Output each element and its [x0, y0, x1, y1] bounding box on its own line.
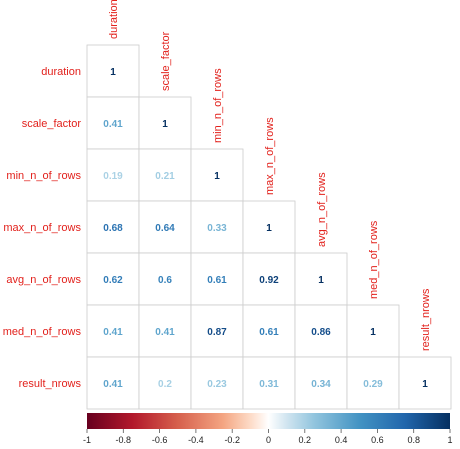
coefficient-label: 0.41: [103, 119, 123, 130]
coefficient-label: 1: [266, 223, 272, 234]
coefficient-label: 0.41: [155, 327, 175, 338]
row-label: duration: [41, 66, 81, 78]
colorbar-tick-label: -1: [83, 435, 91, 445]
colorbar-tick-label: 0: [266, 435, 271, 445]
matrix-cell: [294, 252, 348, 306]
matrix-cell: [86, 96, 140, 150]
coefficient-label: 0.61: [259, 327, 279, 338]
matrix-cell: [138, 200, 192, 254]
coefficient-label: 0.62: [103, 275, 123, 286]
matrix-cell: [86, 304, 140, 358]
coefficient-label: 0.92: [259, 275, 279, 286]
colorbar-tick-label: -0.8: [116, 435, 132, 445]
coefficient-label: 0.31: [259, 379, 279, 390]
row-label: max_n_of_rows: [3, 222, 81, 234]
colorbar-tick-label: -0.4: [188, 435, 204, 445]
coefficient-label: 1: [422, 379, 428, 390]
row-label: med_n_of_rows: [3, 326, 82, 338]
matrix-cell: [346, 356, 400, 410]
colorbar-tick-label: 0.2: [299, 435, 312, 445]
coefficient-label: 0.34: [311, 379, 331, 390]
row-label: min_n_of_rows: [6, 170, 81, 182]
coefficient-label: 1: [370, 327, 376, 338]
coefficient-label: 0.21: [155, 171, 175, 182]
colorbar-tick-label: 0.6: [371, 435, 384, 445]
matrix-cell: [86, 356, 140, 410]
colorbar-gradient: [87, 413, 450, 429]
row-label: avg_n_of_rows: [6, 274, 81, 286]
colorbar-ticks: -1 -0.8 -0.6 -0.4 -0.2 0 0.2 0.4 0.6 0.8 1: [83, 429, 453, 445]
colorbar-tick-label: 0.8: [407, 435, 420, 445]
cell-grid: [86, 44, 452, 410]
row-label: scale_factor: [22, 118, 82, 130]
matrix-cell: [138, 252, 192, 306]
coefficient-label: 0.86: [311, 327, 331, 338]
column-label: avg_n_of_rows: [316, 172, 328, 247]
matrix-cell: [138, 96, 192, 150]
column-labels: duration scale_factor min_n_of_rows max_n_o…: [108, 0, 432, 351]
column-label: min_n_of_rows: [212, 68, 224, 143]
coefficient-label: 1: [110, 67, 116, 78]
colorbar-tick-label: -0.6: [152, 435, 168, 445]
matrix-cell: [242, 252, 296, 306]
coefficient-label: 0.29: [363, 379, 383, 390]
coefficient-label: 0.41: [103, 379, 123, 390]
coefficient-label: 1: [214, 171, 220, 182]
coefficient-label: 1: [162, 119, 168, 130]
coefficient-label: 0.41: [103, 327, 123, 338]
matrix-cell: [398, 356, 452, 410]
coefficient-label: 0.19: [103, 171, 123, 182]
matrix-cell: [138, 304, 192, 358]
matrix-cell: [138, 356, 192, 410]
row-label: result_nrows: [19, 378, 82, 390]
coefficient-label: 0.6: [158, 275, 172, 286]
column-label: scale_factor: [160, 31, 172, 91]
matrix-cell: [242, 200, 296, 254]
colorbar-tick-label: 0.4: [335, 435, 348, 445]
column-label: med_n_of_rows: [368, 220, 380, 299]
coefficient-label: 0.2: [158, 379, 172, 390]
coefficient-label: 0.87: [207, 327, 227, 338]
coefficient-label: 0.64: [155, 223, 175, 234]
matrix-cell: [242, 304, 296, 358]
coefficient-label: 1: [318, 275, 324, 286]
coefficient-label: 0.23: [207, 379, 227, 390]
coefficient-label: 0.33: [207, 223, 227, 234]
matrix-cell: [190, 304, 244, 358]
matrix-cell: [190, 148, 244, 202]
coefficient-labels: 10.41 10.19 0.21 10.68 0.64 0.33 10.62 0.6 0.61 0…: [103, 67, 428, 390]
column-label: result_nrows: [420, 288, 432, 351]
column-label: max_n_of_rows: [264, 117, 276, 195]
colorbar: [87, 413, 450, 429]
colorbar-tick-label: 1: [447, 435, 452, 445]
coefficient-label: 0.68: [103, 223, 123, 234]
matrix-cell: [294, 304, 348, 358]
matrix-cell: [346, 304, 400, 358]
matrix-cell: [86, 148, 140, 202]
row-labels: duration scale_factor min_n_of_rows max_n_o…: [3, 66, 82, 390]
column-label: duration: [108, 0, 120, 39]
colorbar-tick-label: -0.2: [224, 435, 240, 445]
matrix-cell: [242, 356, 296, 410]
matrix-cell: [86, 44, 140, 98]
coefficient-label: 0.61: [207, 275, 227, 286]
